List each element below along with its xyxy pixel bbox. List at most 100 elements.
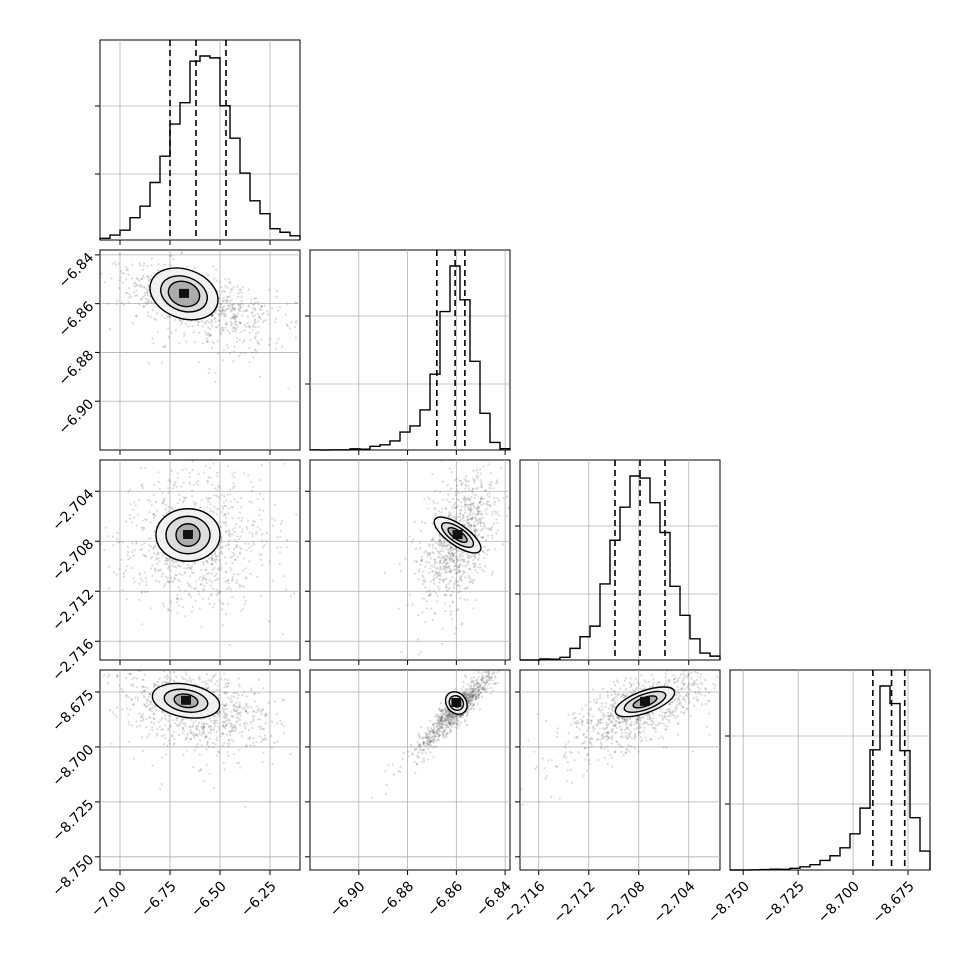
sample-point [620,716,623,720]
sample-point [634,677,637,680]
sample-point [228,643,231,647]
sample-point [646,723,650,726]
sample-point [214,550,217,553]
sample-point [432,730,435,733]
sample-point [172,730,175,733]
sample-point [217,567,220,571]
sample-point [486,679,490,682]
sample-point [127,713,130,716]
sample-point [198,675,201,679]
sample-point [477,686,480,689]
sample-point [420,558,423,562]
sample-point [231,533,234,536]
sample-point [434,592,438,595]
sample-point [471,697,474,700]
sample-point [104,526,107,529]
sample-point [449,729,452,732]
sample-point [440,723,444,726]
sample-point [208,328,212,331]
sample-point [142,678,145,682]
sample-point [181,675,184,678]
sample-point [489,666,491,668]
sample-point [448,558,452,561]
sample-point [436,735,440,738]
sample-point [164,556,168,560]
sample-point [229,710,232,713]
sample-point [440,709,443,713]
sample-point [173,318,177,321]
sample-point [450,718,453,721]
sample-point [201,680,204,684]
sample-point [473,555,476,558]
sample-point [649,718,652,721]
sample-point [170,580,174,583]
sample-point [217,496,220,499]
sample-point [164,714,167,717]
sample-point [224,520,228,524]
sample-point [451,560,455,563]
sample-point [469,509,472,512]
sample-point [476,504,480,508]
sample-point [411,753,414,756]
sample-point [170,469,173,472]
sample-point [455,714,458,717]
sample-point [183,722,187,725]
sample-point [204,331,207,334]
sample-point [108,673,111,676]
sample-point [477,694,480,697]
sample-point [474,516,477,520]
sample-point [124,278,128,281]
sample-point [253,744,256,747]
sample-point [178,572,181,575]
sample-point [442,720,445,724]
sample-point [447,514,450,517]
sample-point [699,676,702,679]
sample-point [250,501,253,504]
sample-point [248,531,251,534]
sample-point [442,730,446,734]
sample-point [616,716,619,719]
sample-point [418,736,421,740]
sample-point [451,600,455,603]
sample-point [468,693,471,696]
sample-point [469,578,472,581]
sample-point [224,704,227,707]
sample-point [115,673,118,677]
sample-point [457,499,460,502]
sample-point [454,714,457,717]
sample-point [611,714,614,717]
sample-point [204,686,207,689]
sample-point [425,742,428,745]
sample-point [669,712,672,715]
sample-point [253,303,256,306]
sample-point [476,513,479,516]
sample-point [201,579,204,582]
sample-point [442,722,445,725]
sample-point [225,723,228,726]
sample-point [626,719,629,722]
sample-point [226,300,229,304]
sample-point [225,733,228,736]
sample-point [422,743,426,746]
sample-point [234,315,237,319]
sample-point [428,553,431,556]
sample-point [216,306,220,309]
sample-point [473,556,477,560]
sample-point [230,738,233,741]
sample-point [221,493,224,497]
sample-point [495,532,498,535]
sample-point [233,526,236,529]
sample-point [460,505,463,508]
sample-point [189,567,192,570]
sample-point [466,586,469,589]
sample-point [451,721,454,725]
sample-point [404,557,407,560]
sample-point [460,501,463,504]
sample-point [471,689,475,693]
sample-point [294,301,297,304]
sample-point [233,485,236,488]
sample-point [211,314,214,317]
sample-point [154,579,157,582]
sample-point [451,555,454,558]
sample-point [612,697,615,700]
